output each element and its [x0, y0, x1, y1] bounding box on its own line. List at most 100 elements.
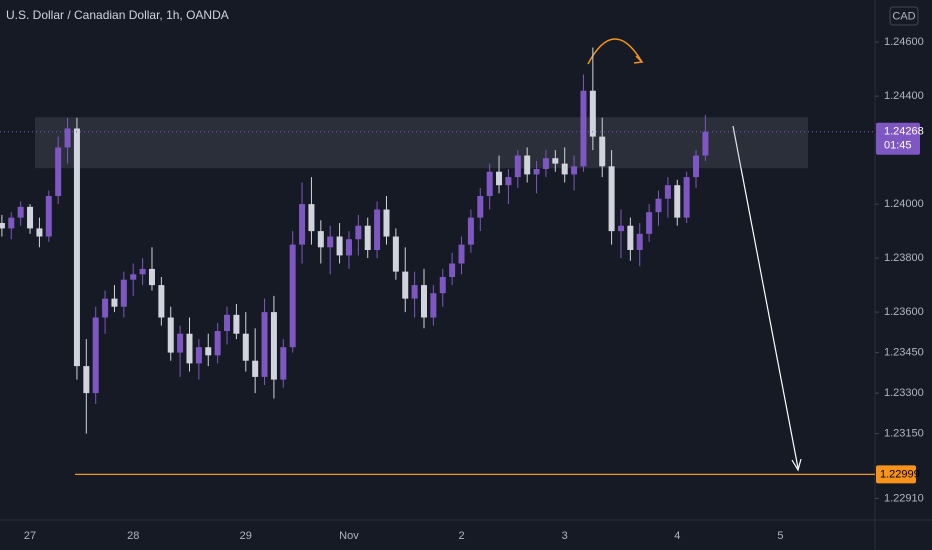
- candle-body: [345, 239, 352, 256]
- x-tick-label: Nov: [339, 530, 359, 542]
- candle-body: [102, 298, 109, 318]
- candle-body: [130, 274, 137, 280]
- candle-body: [702, 131, 709, 156]
- candle-body: [336, 236, 343, 256]
- candle-body: [561, 163, 568, 175]
- candle-body: [383, 209, 390, 237]
- candle-body: [674, 185, 681, 218]
- y-tick-label: 1.22910: [884, 492, 924, 504]
- last-price-label: 1.24268: [884, 126, 924, 138]
- candle-body: [0, 223, 5, 229]
- candle-body: [636, 233, 643, 251]
- forecast-arrow: [732, 125, 799, 469]
- candle-body: [693, 155, 700, 178]
- candle-body: [496, 171, 503, 186]
- x-tick-label: 3: [562, 530, 568, 542]
- candle-body: [186, 333, 193, 364]
- candle-body: [627, 225, 634, 251]
- support-label-bg: [876, 465, 916, 484]
- candle-body: [177, 333, 184, 353]
- candle-body: [214, 331, 221, 356]
- countdown: 01:45: [884, 140, 912, 152]
- y-tick-label: 1.23450: [884, 347, 924, 359]
- candle-body: [299, 204, 306, 245]
- candle-body: [421, 285, 427, 318]
- y-tick-label: 1.24400: [884, 90, 924, 102]
- candle-body: [364, 225, 371, 251]
- y-tick-label: 1.24000: [884, 198, 924, 210]
- currency-box: [889, 6, 919, 26]
- candle-body: [8, 217, 15, 229]
- chart-title: U.S. Dollar / Canadian Dollar, 1h, OANDA: [6, 8, 229, 22]
- candle-body: [524, 155, 531, 175]
- candle-body: [308, 204, 315, 232]
- resistance-zone: [35, 117, 808, 169]
- candle-body: [167, 317, 174, 353]
- candle-body: [317, 231, 324, 248]
- candle-body: [224, 314, 231, 332]
- candle-body: [120, 279, 127, 307]
- candle-body: [683, 177, 690, 218]
- candle-body: [195, 347, 202, 364]
- candle-body: [83, 366, 90, 394]
- candle-body: [233, 314, 240, 334]
- x-tick-label: 2: [458, 530, 464, 542]
- candle-body: [45, 196, 52, 237]
- candle-body: [505, 177, 512, 186]
- candle-body: [542, 158, 549, 170]
- candle-body: [392, 236, 399, 272]
- candle-body: [580, 90, 587, 167]
- last-price-bg: [876, 122, 920, 155]
- candle-body: [458, 244, 465, 264]
- candle-body: [655, 198, 662, 213]
- candle-body: [64, 128, 71, 148]
- y-tick-label: 1.23800: [884, 252, 924, 264]
- candle-body: [327, 236, 334, 248]
- candle-body: [646, 212, 653, 234]
- y-tick-label: 1.23300: [884, 387, 924, 399]
- candle-body: [242, 333, 249, 361]
- candle-body: [261, 312, 268, 377]
- candle-body: [374, 209, 381, 251]
- candle-body: [111, 298, 118, 307]
- candle-body: [533, 169, 540, 175]
- candle-body: [467, 217, 474, 245]
- candle-body: [402, 271, 409, 299]
- candle-body: [589, 90, 596, 137]
- support-label: 1.22999: [880, 468, 920, 480]
- x-tick-label: 5: [777, 530, 783, 542]
- candle-body: [17, 206, 24, 218]
- candle-body: [430, 293, 437, 318]
- candle-body: [552, 158, 559, 164]
- y-tick-label: 1.24600: [884, 36, 924, 48]
- candle-body: [486, 171, 493, 197]
- candle-body: [148, 268, 155, 286]
- arc-annotation: [587, 38, 643, 65]
- candle-body: [514, 155, 521, 178]
- candle-body: [449, 263, 456, 278]
- candle-body: [36, 228, 43, 237]
- y-tick-label: 1.23150: [884, 428, 924, 440]
- candle-body: [270, 312, 277, 380]
- candle-body: [477, 196, 484, 218]
- candle-body: [617, 225, 624, 232]
- candle-body: [55, 147, 62, 197]
- candle-body: [289, 244, 296, 348]
- x-tick-label: 28: [127, 530, 139, 542]
- candle-body: [139, 268, 146, 275]
- candle-body: [158, 285, 165, 318]
- currency: CAD: [892, 10, 915, 22]
- candle-body: [571, 166, 578, 175]
- arc-arrowhead: [633, 55, 644, 64]
- candle-body: [439, 277, 446, 294]
- candle-body: [252, 360, 259, 377]
- candle-body: [73, 128, 80, 367]
- candle-body: [27, 206, 34, 229]
- x-tick-label: 27: [24, 530, 36, 542]
- candle-body: [205, 347, 212, 356]
- candle-body: [280, 347, 287, 380]
- candle-body: [599, 136, 606, 167]
- x-tick-label: 4: [674, 530, 680, 542]
